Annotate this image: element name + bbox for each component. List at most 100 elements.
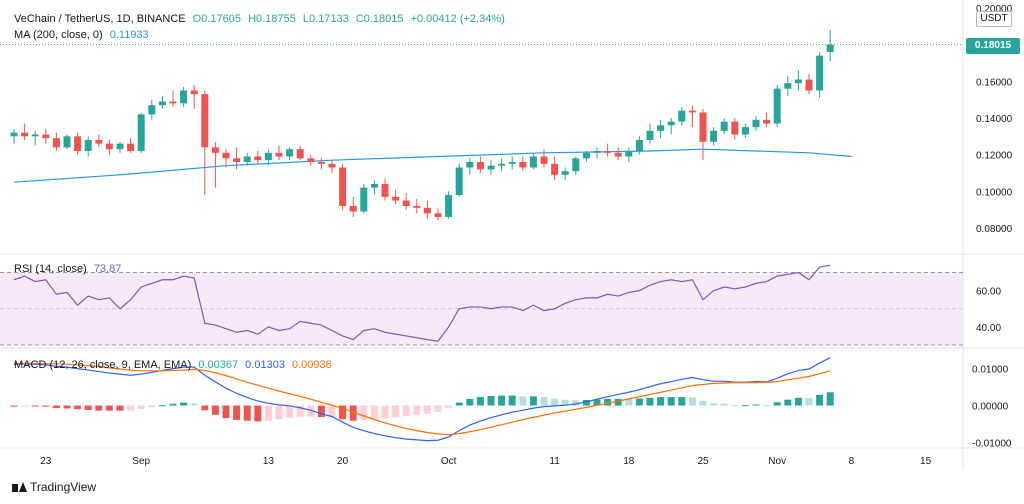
candle-body	[731, 121, 739, 135]
candle-body	[307, 158, 315, 162]
macd-histogram-bar	[784, 399, 792, 406]
candle-body	[402, 200, 410, 206]
candle	[816, 52, 824, 98]
macd-histogram-bar	[508, 395, 516, 406]
candle-body	[561, 171, 569, 175]
candle-body	[243, 156, 251, 162]
candle-body	[63, 136, 71, 148]
macd-histogram-bar	[498, 395, 506, 406]
macd-histogram-bar	[816, 394, 824, 406]
currency-label[interactable]: USDT	[976, 11, 1012, 27]
candle-body	[466, 162, 474, 168]
candle	[773, 85, 781, 128]
time-tick-label: Sep	[132, 456, 150, 467]
candle	[688, 105, 696, 128]
macd-histogram-bar	[476, 397, 484, 406]
macd-histogram-bar	[635, 398, 643, 406]
candle	[158, 96, 166, 109]
candle	[826, 30, 834, 62]
rsi-legend[interactable]: RSI (14, close) 73.87	[14, 263, 125, 275]
candle-body	[233, 158, 241, 162]
brand-footer[interactable]: TradingView	[12, 480, 96, 494]
macd-histogram-bar	[95, 405, 103, 411]
macd-histogram-bar	[434, 405, 442, 412]
ohlc-close: C0.18015	[355, 13, 404, 25]
candle-body	[286, 149, 294, 157]
price-tick-label: 0.08000	[976, 224, 1013, 235]
rsi-band	[0, 272, 963, 345]
candle-body	[763, 119, 771, 124]
macd-histogram-bar	[423, 405, 431, 414]
ohlc-high: H0.18755	[248, 13, 296, 25]
candle-body	[339, 167, 347, 206]
symbol-title[interactable]: VeChain / TetherUS, 1D, BINANCE	[14, 13, 186, 25]
candle-body	[720, 121, 728, 131]
price-tick-label: 0.20000	[976, 4, 1013, 15]
time-tick-label: 20	[337, 456, 349, 467]
macd-histogram-bar	[116, 405, 124, 411]
macd-histogram-bar	[763, 405, 771, 407]
candle-body	[423, 207, 431, 214]
candle-body	[317, 162, 325, 164]
candle	[222, 149, 230, 168]
candle-body	[593, 151, 601, 153]
candle	[52, 132, 60, 151]
candle	[116, 141, 124, 153]
candle-body	[794, 79, 802, 84]
macd-histogram-bar	[487, 395, 495, 406]
macd-histogram-bar	[10, 405, 18, 407]
candle	[349, 196, 357, 217]
candle	[370, 180, 378, 195]
ma-legend[interactable]: MA (200, close, 0) 0.11933	[14, 29, 153, 41]
candle	[604, 143, 612, 157]
macd-histogram-bar	[21, 405, 29, 407]
candle	[657, 119, 665, 139]
time-tick-label: Oct	[441, 456, 457, 467]
candle-body	[21, 132, 29, 137]
candle	[243, 152, 251, 166]
candle	[211, 141, 219, 188]
candle	[201, 90, 209, 195]
candle	[434, 207, 442, 221]
macd-histogram-bar	[339, 405, 347, 420]
candle-body	[31, 134, 39, 137]
candle-body	[519, 162, 527, 168]
candle	[10, 129, 18, 144]
rsi-value: 73.87	[93, 263, 122, 275]
candle-body	[816, 55, 824, 91]
macd-histogram-bar	[296, 405, 304, 417]
candle	[519, 156, 527, 172]
macd-histogram-bar	[52, 405, 60, 409]
candle-body	[127, 143, 135, 151]
candle	[190, 85, 198, 109]
time-tick-label: 15	[920, 456, 932, 467]
candle	[582, 151, 590, 162]
macd-histogram-bar	[455, 402, 463, 406]
ohlc-low: L0.17133	[302, 13, 349, 25]
candle	[264, 149, 272, 166]
price-tick-label: 0.16000	[976, 77, 1013, 88]
macd-histogram-bar	[370, 405, 378, 420]
candle	[763, 112, 771, 128]
candle	[540, 149, 548, 168]
candle-body	[646, 130, 654, 140]
macd-histogram-bar	[551, 398, 559, 406]
price-tick-label: 0.12000	[976, 151, 1013, 162]
candle-body	[455, 167, 463, 195]
macd-histogram-bar	[529, 396, 537, 406]
macd-histogram-bar	[254, 405, 262, 422]
macd-histogram-bar	[657, 397, 665, 406]
macd-legend[interactable]: MACD (12, 26, close, 9, EMA, EMA) 0.0036…	[14, 359, 336, 371]
candle	[635, 136, 643, 155]
candle	[614, 147, 622, 161]
candle	[307, 154, 315, 166]
macd-histogram-bar	[190, 403, 198, 406]
candle-body	[688, 110, 696, 113]
time-tick-label: 11	[549, 456, 560, 467]
time-tick-label: 23	[40, 456, 52, 467]
candle-body	[264, 152, 272, 161]
time-tick-label: 25	[697, 456, 709, 467]
macd-histogram-bar	[317, 405, 325, 417]
candle-body	[190, 90, 198, 95]
